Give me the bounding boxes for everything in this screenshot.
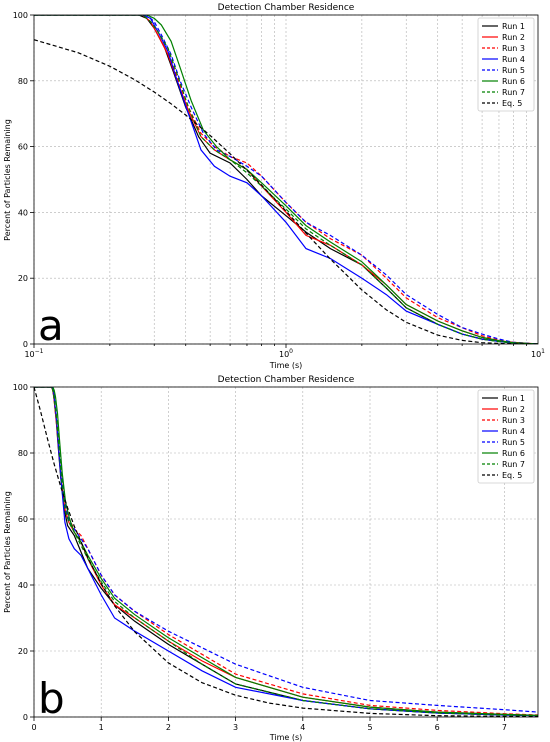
chart-a-title: Detection Chamber Residence — [218, 3, 355, 13]
y-tick-label: 20 — [18, 274, 28, 283]
gridlines — [33, 386, 538, 718]
legend: Run 1 Run 2 Run 3 Run 4 Run 5 Run 6 Run 7 Eq. 5 — [477, 389, 535, 484]
chart-b-ylabel: Percent of Particles Remaining — [3, 491, 12, 613]
plot-frame — [33, 14, 539, 345]
y-tick-label: 20 — [18, 647, 28, 656]
legend-label: Run 7 — [502, 460, 525, 469]
chart-b-xlabel: Time (s) — [269, 733, 303, 742]
series-line-6 — [34, 15, 538, 344]
legend: Run 1 Run 2 Run 3 Run 4 Run 5 Run 6 Run 7 Eq. 5 — [477, 17, 535, 112]
y-tick-label: 60 — [18, 143, 28, 152]
legend-label: Run 4 — [502, 427, 525, 436]
y-tick-label: 0 — [23, 340, 28, 349]
legend-label: Run 5 — [502, 66, 525, 75]
legend-label: Run 6 — [502, 449, 525, 458]
series-line-7 — [34, 15, 538, 344]
legend-label: Run 2 — [502, 33, 525, 42]
x-tick-label: 100 — [279, 348, 293, 359]
legend-label: Run 1 — [502, 394, 525, 403]
x-tick-label: 5 — [367, 723, 372, 732]
series-line-2 — [34, 387, 538, 716]
x-tick-label: 6 — [435, 723, 440, 732]
y-tick-label: 40 — [18, 581, 28, 590]
legend-label: Run 4 — [502, 55, 525, 64]
y-tick-label: 100 — [13, 11, 28, 20]
series-line-1 — [34, 387, 538, 717]
legend-label: Run 1 — [502, 22, 525, 31]
series-line-7 — [34, 387, 538, 717]
y-tick-label: 80 — [18, 449, 28, 458]
y-tick-label: 100 — [13, 383, 28, 392]
legend-label: Eq. 5 — [502, 471, 522, 480]
chart-a-xlabel: Time (s) — [269, 361, 303, 370]
series-line-8 — [34, 387, 538, 717]
legend-label: Run 6 — [502, 77, 525, 86]
legend-label: Run 7 — [502, 88, 525, 97]
legend-box — [477, 17, 535, 112]
series-line-5 — [34, 387, 538, 713]
chart-b: Detection Chamber Residence Time (s) Per… — [3, 375, 539, 742]
legend-label: Run 3 — [502, 416, 525, 425]
series-group — [34, 15, 538, 344]
chart-a: Detection Chamber Residence Time (s) Per… — [3, 3, 545, 370]
x-tick-label: 101 — [531, 348, 545, 359]
chart-b-title: Detection Chamber Residence — [218, 375, 355, 385]
series-line-6 — [34, 387, 538, 716]
chart-a-ylabel: Percent of Particles Remaining — [3, 119, 12, 241]
x-tick-label: 4 — [300, 723, 305, 732]
x-tick-label: 0 — [31, 723, 36, 732]
x-tick-label: 1 — [99, 723, 104, 732]
legend-label: Run 5 — [502, 438, 525, 447]
series-line-3 — [34, 387, 538, 716]
x-tick-label: 2 — [166, 723, 171, 732]
legend-label: Run 3 — [502, 44, 525, 53]
y-tick-label: 0 — [23, 713, 28, 722]
y-tick-label: 40 — [18, 208, 28, 217]
chart-b-panel-label: b — [38, 674, 65, 723]
legend-label: Run 2 — [502, 405, 525, 414]
series-line-4 — [34, 387, 538, 717]
series-line-8 — [34, 39, 538, 344]
legend-box — [477, 389, 535, 484]
series-line-5 — [34, 15, 538, 344]
y-tick-label: 60 — [18, 515, 28, 524]
chart-a-panel-label: a — [38, 301, 64, 350]
y-tick-label: 80 — [18, 77, 28, 86]
legend-label: Eq. 5 — [502, 99, 522, 108]
series-group — [34, 387, 538, 717]
gridlines — [33, 14, 538, 345]
x-tick-label: 3 — [233, 723, 238, 732]
plot-frame — [33, 386, 539, 718]
x-tick-label: 7 — [502, 723, 507, 732]
x-tick-label: 10−1 — [24, 348, 43, 359]
